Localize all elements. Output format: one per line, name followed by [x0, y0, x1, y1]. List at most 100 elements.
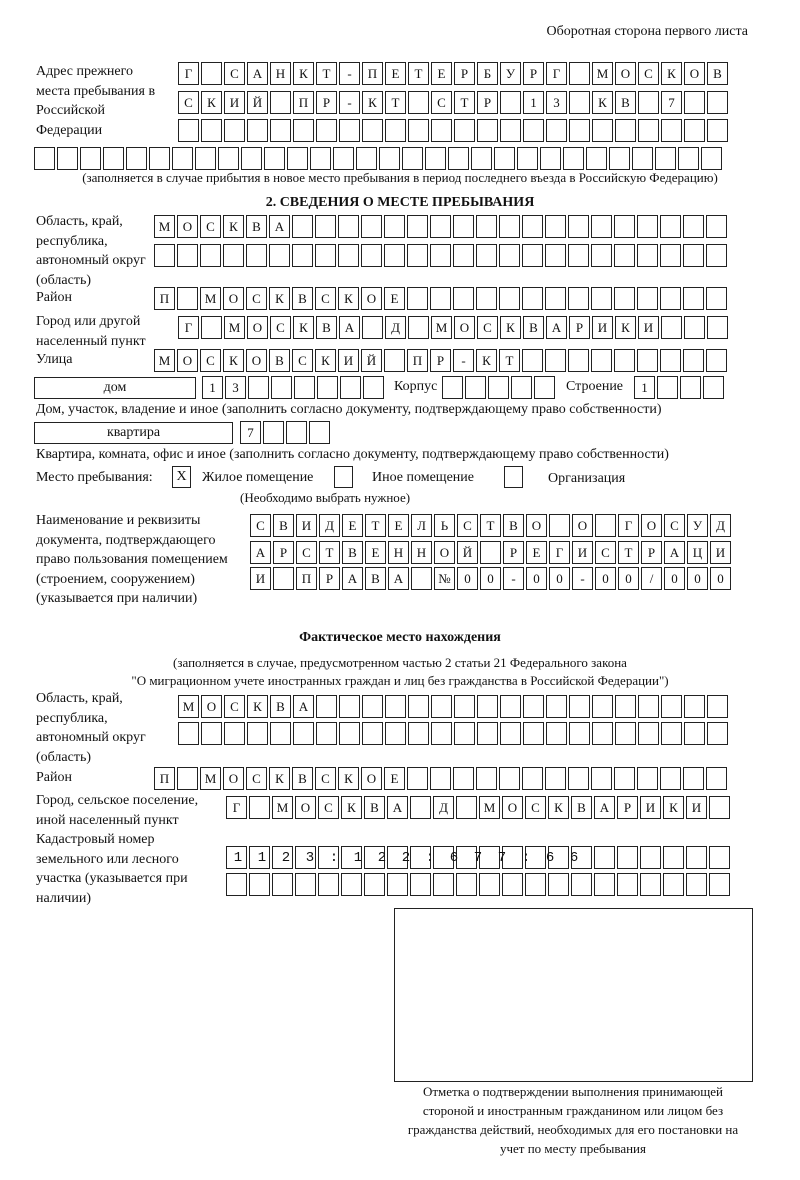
- letter-cell[interactable]: Р: [523, 62, 544, 85]
- letter-cell[interactable]: Г: [618, 514, 639, 537]
- letter-cell[interactable]: О: [177, 349, 198, 372]
- letter-cell[interactable]: [201, 722, 222, 745]
- letter-cell[interactable]: [502, 873, 523, 896]
- letter-cell[interactable]: 0: [549, 567, 570, 590]
- letter-cell[interactable]: [614, 287, 635, 310]
- letter-cell[interactable]: [430, 244, 451, 267]
- letter-cell[interactable]: [195, 147, 216, 170]
- letter-cell[interactable]: И: [592, 316, 613, 339]
- letter-cell[interactable]: [270, 722, 291, 745]
- letter-cell[interactable]: О: [223, 287, 244, 310]
- letter-cell[interactable]: [632, 147, 653, 170]
- letter-cell[interactable]: О: [502, 796, 523, 819]
- letter-cell[interactable]: [545, 349, 566, 372]
- letter-cell[interactable]: В: [523, 316, 544, 339]
- letter-cell[interactable]: [172, 147, 193, 170]
- letter-cell[interactable]: [707, 722, 728, 745]
- letter-cell[interactable]: [525, 846, 546, 869]
- letter-cell[interactable]: [362, 695, 383, 718]
- letter-cell[interactable]: О: [454, 316, 475, 339]
- letter-cell[interactable]: [154, 244, 175, 267]
- house-type-field[interactable]: дом: [34, 377, 196, 399]
- letter-cell[interactable]: [362, 316, 383, 339]
- letter-cell[interactable]: [545, 244, 566, 267]
- letter-cell[interactable]: [549, 514, 570, 537]
- apartment-number-cells[interactable]: 7: [240, 421, 332, 444]
- letter-cell[interactable]: 1: [202, 376, 223, 399]
- letter-cell[interactable]: С: [224, 695, 245, 718]
- letter-cell[interactable]: М: [272, 796, 293, 819]
- letter-cell[interactable]: К: [293, 316, 314, 339]
- building-cells[interactable]: 1: [634, 376, 726, 399]
- letter-cell[interactable]: Т: [316, 62, 337, 85]
- letter-cell[interactable]: Т: [365, 514, 386, 537]
- letter-cell[interactable]: Е: [388, 514, 409, 537]
- letter-cell[interactable]: 3: [546, 91, 567, 114]
- letter-cell[interactable]: О: [246, 349, 267, 372]
- letter-cell[interactable]: [522, 244, 543, 267]
- letter-cell[interactable]: О: [572, 514, 593, 537]
- letter-cell[interactable]: Й: [457, 541, 478, 564]
- letter-cell[interactable]: [318, 873, 339, 896]
- letter-cell[interactable]: [499, 767, 520, 790]
- letter-cell[interactable]: [333, 147, 354, 170]
- letter-cell[interactable]: М: [200, 287, 221, 310]
- letter-cell[interactable]: [540, 147, 561, 170]
- letter-cell[interactable]: С: [296, 541, 317, 564]
- letter-cell[interactable]: [614, 215, 635, 238]
- letter-cell[interactable]: [338, 215, 359, 238]
- letter-cell[interactable]: [477, 722, 498, 745]
- letter-cell[interactable]: [430, 767, 451, 790]
- letter-cell[interactable]: [408, 722, 429, 745]
- letter-cell[interactable]: [661, 722, 682, 745]
- letter-cell[interactable]: [571, 873, 592, 896]
- letter-cell[interactable]: [431, 722, 452, 745]
- letter-cell[interactable]: У: [500, 62, 521, 85]
- letter-cell[interactable]: [683, 287, 704, 310]
- letter-cell[interactable]: [410, 796, 431, 819]
- letter-cell[interactable]: [407, 287, 428, 310]
- letter-cell[interactable]: [453, 215, 474, 238]
- letter-cell[interactable]: [571, 846, 592, 869]
- letter-cell[interactable]: [339, 119, 360, 142]
- letter-cell[interactable]: Е: [384, 287, 405, 310]
- letter-cell[interactable]: А: [269, 215, 290, 238]
- letter-cell[interactable]: О: [361, 767, 382, 790]
- letter-cell[interactable]: М: [178, 695, 199, 718]
- letter-cell[interactable]: П: [362, 62, 383, 85]
- letter-cell[interactable]: [683, 767, 704, 790]
- letter-cell[interactable]: [638, 119, 659, 142]
- letter-cell[interactable]: [477, 695, 498, 718]
- letter-cell[interactable]: 7: [240, 421, 261, 444]
- letter-cell[interactable]: [408, 91, 429, 114]
- letter-cell[interactable]: [546, 722, 567, 745]
- letter-cell[interactable]: [592, 722, 613, 745]
- letter-cell[interactable]: [201, 316, 222, 339]
- letter-cell[interactable]: Л: [411, 514, 432, 537]
- letter-cell[interactable]: [661, 119, 682, 142]
- letter-cell[interactable]: [384, 349, 405, 372]
- letter-cell[interactable]: [272, 873, 293, 896]
- letter-cell[interactable]: [249, 796, 270, 819]
- letter-cell[interactable]: [430, 215, 451, 238]
- letter-cell[interactable]: Р: [503, 541, 524, 564]
- letter-cell[interactable]: [660, 215, 681, 238]
- letter-cell[interactable]: С: [178, 91, 199, 114]
- letter-cell[interactable]: [431, 119, 452, 142]
- letter-cell[interactable]: [615, 119, 636, 142]
- letter-cell[interactable]: В: [269, 349, 290, 372]
- letter-cell[interactable]: Д: [433, 796, 454, 819]
- letter-cell[interactable]: 1: [523, 91, 544, 114]
- letter-cell[interactable]: [709, 796, 730, 819]
- letter-cell[interactable]: [684, 695, 705, 718]
- letter-cell[interactable]: [241, 147, 262, 170]
- letter-cell[interactable]: [269, 244, 290, 267]
- letter-cell[interactable]: И: [338, 349, 359, 372]
- letter-cell[interactable]: [292, 215, 313, 238]
- letter-cell[interactable]: Д: [385, 316, 406, 339]
- letter-cell[interactable]: [523, 695, 544, 718]
- letter-cell[interactable]: [80, 147, 101, 170]
- letter-cell[interactable]: Г: [226, 796, 247, 819]
- letter-cell[interactable]: [569, 119, 590, 142]
